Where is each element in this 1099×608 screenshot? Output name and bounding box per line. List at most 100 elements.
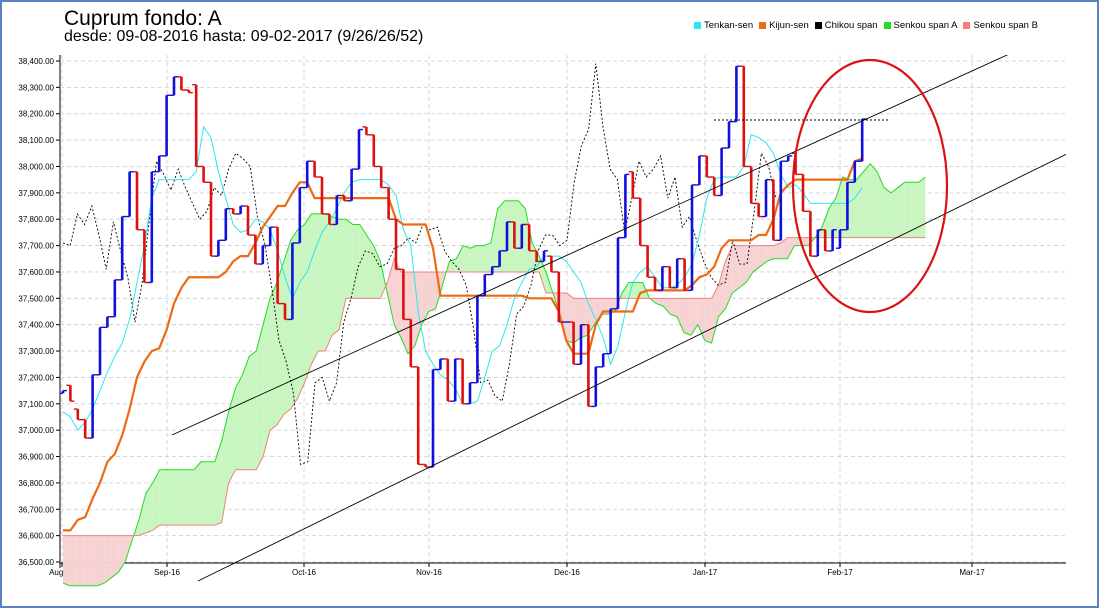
cloud-segment (787, 237, 795, 259)
cloud-segment (677, 298, 684, 333)
cloud-segment (904, 182, 912, 238)
senkou-span-b-line (63, 237, 926, 537)
cloud-segment (470, 245, 477, 272)
cloud-segment (739, 245, 747, 288)
legend-label: Kijun-sen (769, 20, 809, 31)
legend-swatch (814, 22, 822, 29)
cloud-segment (118, 535, 126, 573)
cloud-segment (214, 440, 222, 526)
y-tick-label: 38,000.00 (18, 162, 54, 171)
cloud-segment (166, 469, 174, 526)
annotation-circle (791, 58, 949, 314)
y-tick-label: 37,800.00 (18, 215, 54, 224)
cloud-segment (76, 535, 84, 586)
cloud-segment (891, 187, 898, 238)
plot-area (60, 55, 1066, 587)
cloud-segment (753, 245, 760, 272)
y-tick-label: 37,700.00 (18, 242, 54, 251)
y-tick-label: 37,600.00 (18, 268, 54, 277)
cloud-segment (304, 213, 312, 383)
cloud-segment (566, 293, 574, 344)
cloud-segment (463, 245, 471, 272)
x-tick-label: Feb-17 (827, 568, 853, 577)
cloud-segment (490, 208, 498, 272)
cloud-segment (187, 469, 195, 526)
cloud-segment (311, 213, 319, 365)
x-tick-label: Dec-16 (554, 568, 580, 577)
cloud-segment (449, 258, 457, 272)
y-tick-label: 38,300.00 (18, 83, 54, 92)
cloud-segment (849, 179, 857, 238)
cloud-segment (628, 282, 636, 299)
legend-swatch (883, 22, 891, 29)
cloud-segment (897, 182, 905, 238)
cloud-segment (656, 298, 664, 307)
y-tick-label: 37,100.00 (18, 400, 54, 409)
cloud-segment (207, 461, 215, 526)
cloud-segment (194, 461, 201, 526)
cloud-segment (228, 387, 236, 483)
x-tick-label: Sep-16 (154, 568, 180, 577)
cloud-segment (97, 535, 105, 586)
y-tick-label: 36,800.00 (18, 479, 54, 488)
cloud-segment (242, 356, 250, 470)
cloud-segment (601, 298, 609, 315)
cloud-segment (732, 245, 740, 294)
y-tick-label: 37,000.00 (18, 426, 54, 435)
cloud-segment (635, 282, 643, 299)
cloud-segment (539, 256, 546, 294)
cloud-segment (711, 285, 719, 344)
x-tick-label: Jan-17 (693, 568, 718, 577)
cloud-segment (559, 293, 567, 341)
legend-item: Chikou span (814, 20, 878, 31)
cloud-segment (801, 237, 809, 246)
cloud-segment (249, 351, 257, 470)
x-tick-label: Nov-16 (416, 568, 442, 577)
cloud-segment (828, 198, 836, 238)
cloud-segment (870, 163, 878, 238)
cloud-segment (366, 235, 374, 299)
cloud-segment (339, 219, 346, 330)
cloud-segment (856, 171, 864, 238)
cloud-segment (111, 535, 119, 578)
y-tick-label: 36,700.00 (18, 505, 54, 514)
cloud-segment (152, 469, 160, 531)
cloud-segment (835, 177, 843, 238)
legend-label: Senkou span B (973, 20, 1038, 31)
cloud-segment (394, 258, 402, 338)
cloud-segment (621, 282, 629, 299)
cloud-segment (332, 216, 339, 336)
legend-label: Chikou span (824, 20, 878, 31)
cloud-segment (387, 258, 395, 325)
cloud-segment (201, 461, 208, 526)
y-tick-label: 38,100.00 (18, 136, 54, 145)
x-tick-label: Oct-16 (292, 568, 317, 577)
cloud-segment (718, 261, 726, 317)
legend-item: Kijun-sen (759, 20, 809, 31)
cloud-segment (270, 282, 277, 431)
legend-label: Senkou span A (893, 20, 958, 31)
cloud-segment (690, 298, 698, 336)
legend-item: Tenkan-sen (694, 20, 753, 31)
x-tick-label: Mar-17 (959, 568, 985, 577)
legend-item: Senkou span A (883, 20, 958, 31)
cloud-segment (180, 469, 188, 526)
cloud-segment (442, 261, 450, 286)
cloud-segment (573, 298, 581, 344)
cloud-segment (221, 411, 229, 523)
cloud-segment (235, 374, 243, 470)
y-tick-label: 37,900.00 (18, 189, 54, 198)
cloud-segment (69, 535, 77, 586)
cloud-segment (594, 298, 602, 325)
legend-item: Senkou span B (963, 20, 1038, 31)
legend-swatch (694, 22, 701, 29)
cloud-segment (773, 242, 781, 259)
cloud-segment (670, 298, 678, 317)
cloud-segment (884, 187, 891, 238)
cloud-segment (297, 224, 305, 399)
cloud-segment (863, 163, 871, 238)
chart-title: Cuprum fondo: A (64, 7, 222, 30)
cloud-segment (918, 177, 926, 238)
y-tick-label: 37,400.00 (18, 321, 54, 330)
